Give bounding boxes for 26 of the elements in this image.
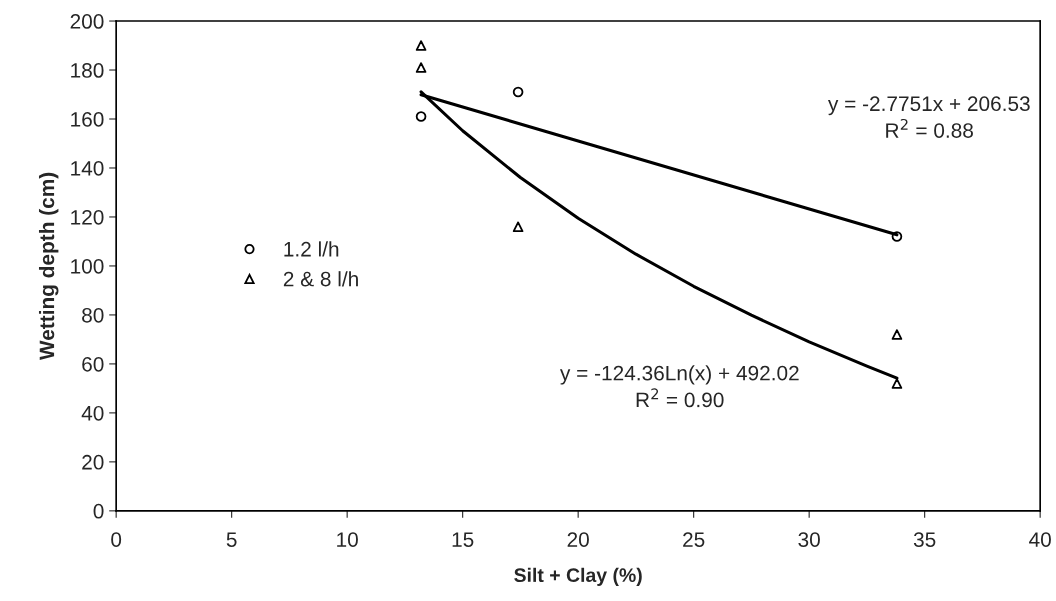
y-axis-title: Wetting depth (cm) xyxy=(38,172,59,361)
x-tick-label: 0 xyxy=(111,532,122,547)
y-tick-label: 20 xyxy=(82,454,104,470)
x-tick-label: 25 xyxy=(683,532,705,547)
y-tick-label: 140 xyxy=(71,160,104,176)
x-tick-label: 10 xyxy=(337,532,358,547)
x-tick-label: 40 xyxy=(1029,532,1051,547)
y-tick-label: 200 xyxy=(70,14,104,29)
x-tick-label: 20 xyxy=(567,532,589,547)
y-tick-label: 80 xyxy=(82,307,104,323)
legend-label: 2 & 8 l/h xyxy=(283,271,358,287)
x-tick-label: 30 xyxy=(798,532,820,547)
y-tick-label: 40 xyxy=(81,405,104,421)
annotation: y = -124.36Ln(x) + 492.02 R$^{2}$ = 0.90 xyxy=(559,365,799,408)
y-tick-label: 180 xyxy=(71,63,104,78)
x-tick-label: 15 xyxy=(452,532,474,547)
y-tick-label: 60 xyxy=(82,356,104,372)
y-tick-label: 0 xyxy=(93,503,104,519)
x-tick-label: 5 xyxy=(226,532,237,547)
y-tick-label: 100 xyxy=(71,258,104,274)
y-tick-label: 160 xyxy=(71,112,104,127)
annotation: y = -2.7751x + 206.53 R$^{2}$ = 0.88 xyxy=(827,96,1030,138)
y-tick-label: 120 xyxy=(71,209,104,225)
x-axis-title: Silt + Clay (%) xyxy=(514,567,642,586)
x-tick-label: 35 xyxy=(913,532,936,547)
legend-label: 1.2 l/h xyxy=(284,241,339,257)
